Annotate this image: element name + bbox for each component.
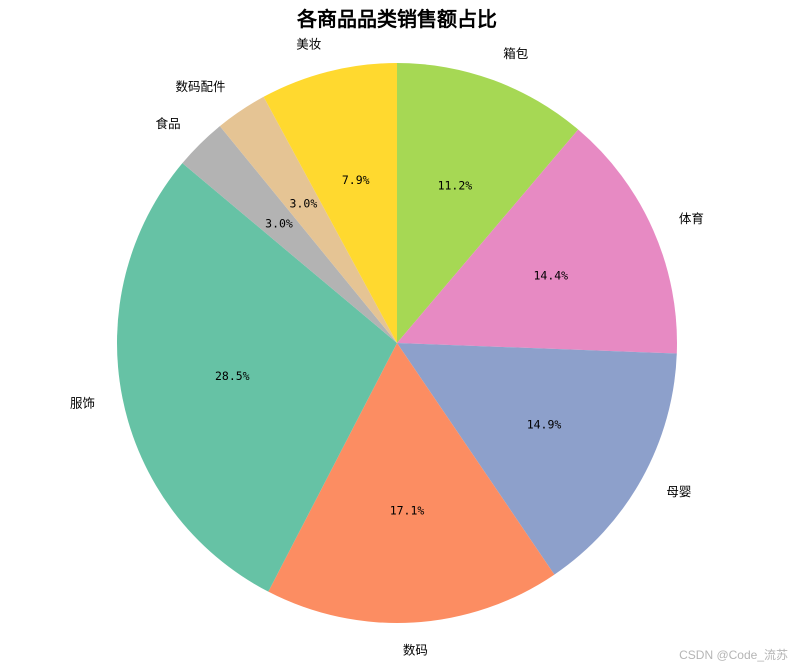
- pie-slices: [116, 62, 677, 623]
- chart-title: 各商品品类销售额占比: [296, 7, 497, 31]
- slice-percent-label: 17.1%: [390, 504, 425, 518]
- pie-slice: [397, 63, 579, 343]
- slice-category-label: 箱包: [503, 46, 528, 61]
- pie-slice: [397, 129, 677, 354]
- slice-percent-label: 3.0%: [265, 217, 293, 231]
- percent-labels: 11.2% 14.4% 14.9% 17.1% 28.5% 3.0% 3.0% 7.9%: [215, 173, 568, 518]
- slice-category-label: 服饰: [70, 396, 95, 411]
- pie-slice: [116, 163, 397, 592]
- slice-category-label: 体育: [679, 211, 704, 226]
- watermark: CSDN @Code_流苏: [679, 648, 788, 662]
- slice-category-label: 数码配件: [175, 79, 225, 94]
- slice-category-label: 母婴: [666, 484, 691, 499]
- slice-percent-label: 14.9%: [527, 417, 562, 431]
- slice-percent-label: 11.2%: [438, 178, 473, 192]
- slice-percent-label: 7.9%: [342, 173, 370, 187]
- pie-slice: [263, 62, 397, 343]
- pie-slice: [182, 126, 397, 343]
- slice-percent-label: 28.5%: [215, 369, 250, 383]
- slice-category-label: 数码: [403, 643, 428, 658]
- slice-category-label: 食品: [156, 116, 181, 131]
- slice-category-label: 美妆: [296, 36, 321, 51]
- slice-percent-label: 14.4%: [533, 268, 568, 282]
- pie-slice: [219, 96, 397, 343]
- pie-slice: [268, 343, 555, 623]
- pie-slice: [397, 343, 677, 575]
- slice-percent-label: 3.0%: [290, 197, 318, 211]
